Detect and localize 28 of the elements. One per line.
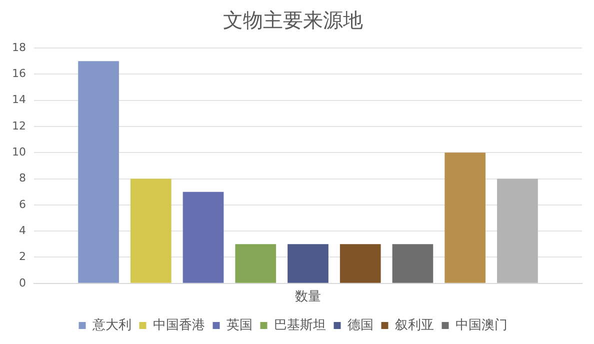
bar bbox=[288, 244, 328, 283]
bar bbox=[235, 244, 276, 283]
y-tick-label: 16 bbox=[12, 67, 26, 80]
legend-label: 英国 bbox=[226, 318, 252, 333]
y-tick-label: 4 bbox=[18, 224, 26, 237]
bar bbox=[392, 244, 434, 283]
y-tick-label: 14 bbox=[12, 93, 26, 106]
legend-label: 中国澳门 bbox=[455, 316, 508, 333]
bar bbox=[497, 178, 538, 283]
legend-label: 中国香港 bbox=[152, 318, 205, 333]
bar bbox=[130, 178, 172, 283]
y-tick-label: 8 bbox=[18, 172, 26, 185]
bar bbox=[444, 152, 486, 283]
y-tick-label: 12 bbox=[12, 119, 26, 132]
y-tick-label: 18 bbox=[12, 40, 26, 54]
y-tick-label: 0 bbox=[18, 276, 26, 290]
y-tick-label: 6 bbox=[18, 198, 26, 211]
bar bbox=[182, 192, 224, 283]
legend-label: 德国 bbox=[347, 318, 374, 333]
legend-label: 叙利亚 bbox=[394, 318, 434, 333]
bar bbox=[340, 244, 381, 283]
chart-title: 文物主要来源地 bbox=[223, 8, 363, 32]
y-tick-label: 10 bbox=[12, 145, 26, 158]
legend-label: 巴基斯坦 bbox=[274, 318, 326, 333]
y-tick-label: 2 bbox=[18, 250, 26, 264]
legend-label: 意大利 bbox=[91, 318, 132, 333]
bar bbox=[78, 61, 119, 283]
x-tick-label: 数量 bbox=[295, 290, 321, 305]
